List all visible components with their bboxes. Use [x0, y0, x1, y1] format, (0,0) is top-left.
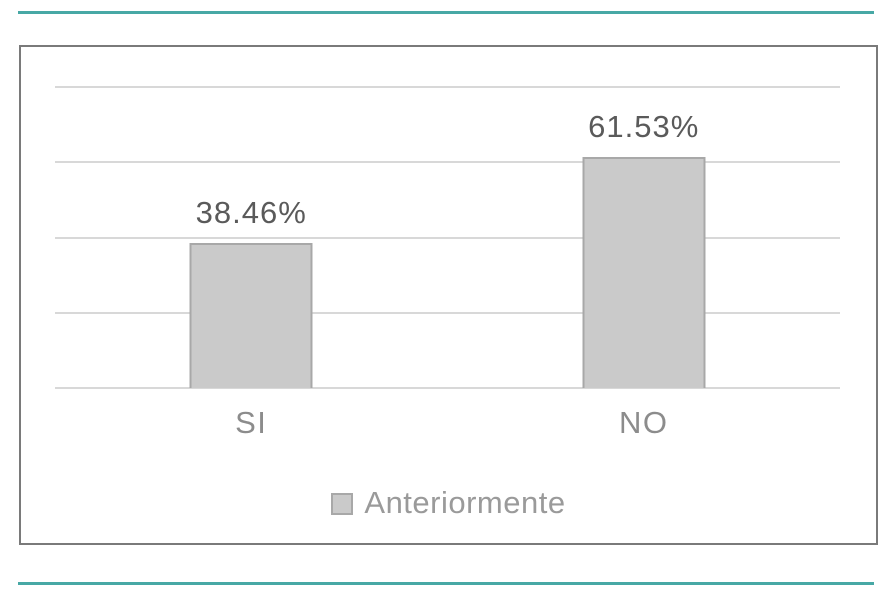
- gridline-60: [55, 161, 840, 164]
- bar-si: [189, 243, 313, 388]
- chart-legend: Anteriormente: [21, 487, 876, 518]
- legend-swatch: [331, 493, 354, 515]
- gridline-20: [55, 311, 840, 314]
- bar-value-label: 61.53%: [588, 108, 700, 144]
- bottom-divider-line: [18, 582, 874, 585]
- gridline-80: [55, 86, 840, 88]
- bar-value-label: 38.46%: [195, 195, 307, 231]
- category-label-si: SI: [235, 405, 268, 440]
- category-label-no: NO: [619, 405, 669, 440]
- category-axis: SI NO: [55, 405, 840, 441]
- bar-chart: 38.46% 61.53% SI NO Anteriormente: [19, 45, 878, 545]
- plot-area: 38.46% 61.53%: [55, 86, 841, 389]
- bar-slot-no: 61.53%: [448, 87, 841, 388]
- top-divider-line: [18, 11, 874, 14]
- legend-label: Anteriormente: [364, 485, 566, 520]
- gridline-0: [55, 387, 840, 389]
- bar-no: [582, 156, 706, 388]
- bar-slot-si: 38.46%: [55, 87, 448, 388]
- gridline-40: [55, 236, 840, 239]
